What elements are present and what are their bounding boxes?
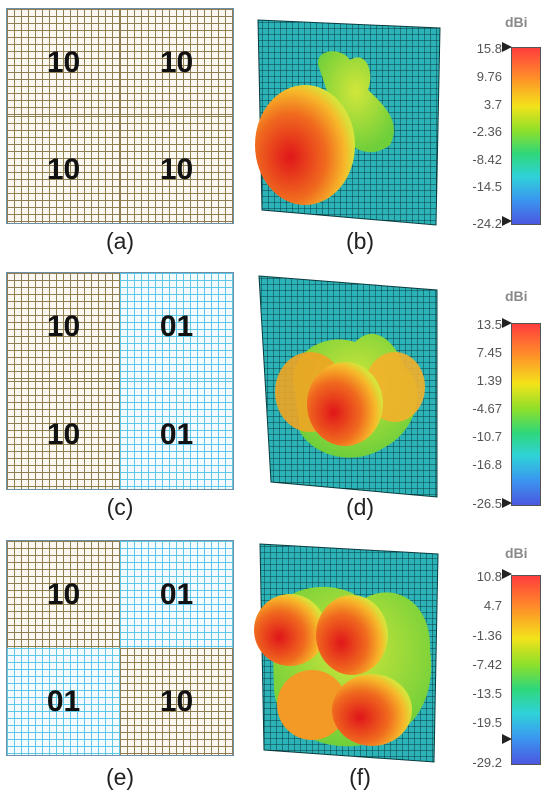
tick-f-1: 4.7 (483, 598, 502, 613)
tick-b-6: -24.2 (472, 216, 502, 231)
tick-d-0: 13.5 (476, 317, 502, 332)
tick-b-2: 3.7 (483, 97, 502, 112)
tick-d-1: 7.45 (476, 345, 502, 360)
quad-e-bottom-left: 01 (7, 648, 120, 755)
lobe-bottom-right (332, 674, 412, 746)
quad-c-bottom-left: 10 (7, 381, 120, 489)
metasurface-c: 10 01 10 01 (6, 272, 234, 490)
tick-d-3: -4.67 (472, 401, 502, 416)
quad-c-top-left: 10 (7, 273, 120, 381)
tick-d-4: -10.7 (472, 429, 502, 444)
colorbar-marker-icon (502, 42, 512, 226)
colorbar-d (511, 323, 541, 506)
tick-f-3: -7.42 (472, 657, 502, 672)
tick-b-3: -2.36 (472, 124, 502, 139)
quad-e-bottom-right: 10 (120, 648, 233, 755)
lobe-top-right (316, 595, 388, 675)
coding-label: 10 (46, 310, 81, 343)
lobe-top-left (254, 594, 326, 666)
quad-e-top-right: 01 (120, 541, 233, 648)
caption-b: (b) (345, 228, 375, 254)
radiation-pattern-b (255, 19, 441, 226)
caption-f: (f) (349, 764, 371, 790)
caption-d: (d) (345, 494, 375, 520)
tick-f-0: 10.8 (476, 569, 502, 584)
tick-f-4: -13.5 (472, 686, 502, 701)
main-lobe (307, 362, 383, 446)
colorbar-b (511, 47, 541, 225)
coding-label: 01 (159, 310, 194, 343)
coding-label: 10 (46, 418, 81, 451)
quad-a-top-right: 10 (120, 9, 233, 116)
tick-d-6: -26.5 (472, 496, 502, 511)
unit-label-d: dBi (505, 288, 528, 304)
coding-label: 10 (46, 152, 81, 186)
coding-label: 10 (159, 152, 194, 186)
caption-a: (a) (105, 228, 135, 254)
tick-b-4: -8.42 (472, 152, 502, 167)
coding-label: 01 (159, 418, 194, 451)
quad-c-bottom-right: 01 (120, 381, 233, 489)
coding-label: 10 (159, 45, 194, 79)
side-lobe (317, 51, 394, 153)
colorbar-marker-icon (502, 569, 512, 744)
tick-d-2: 1.39 (476, 373, 502, 388)
quad-a-bottom-left: 10 (7, 116, 120, 223)
radiation-pattern-d (258, 275, 438, 498)
metasurface-a: 10 10 10 10 (6, 8, 234, 224)
coding-label: 01 (46, 684, 81, 718)
tick-f-5: -19.5 (472, 715, 502, 730)
radiation-pattern-f (254, 543, 439, 763)
tick-b-1: 9.76 (476, 69, 502, 84)
unit-label-b: dBi (505, 14, 528, 30)
colorbar-marker-icon (502, 318, 512, 508)
tick-b-0: 15.8 (476, 41, 502, 56)
quad-c-top-right: 01 (120, 273, 233, 381)
tick-f-6: -29.2 (472, 755, 502, 770)
caption-c: (c) (106, 494, 134, 520)
tick-b-5: -14.5 (472, 179, 502, 194)
coding-label: 10 (46, 577, 81, 611)
tick-f-2: -1.36 (472, 628, 502, 643)
coding-label: 10 (46, 45, 81, 79)
metasurface-e: 10 01 01 10 (6, 540, 234, 756)
quad-e-top-left: 10 (7, 541, 120, 648)
tick-d-5: -16.8 (472, 457, 502, 472)
quad-a-bottom-right: 10 (120, 116, 233, 223)
quad-a-top-left: 10 (7, 9, 120, 116)
colorbar-f (511, 575, 541, 765)
coding-label: 01 (159, 577, 194, 611)
coding-label: 10 (159, 684, 194, 718)
caption-e: (e) (105, 764, 135, 790)
lobe-bottom-left (277, 670, 347, 740)
unit-label-f: dBi (505, 545, 528, 561)
main-lobe (255, 85, 355, 205)
